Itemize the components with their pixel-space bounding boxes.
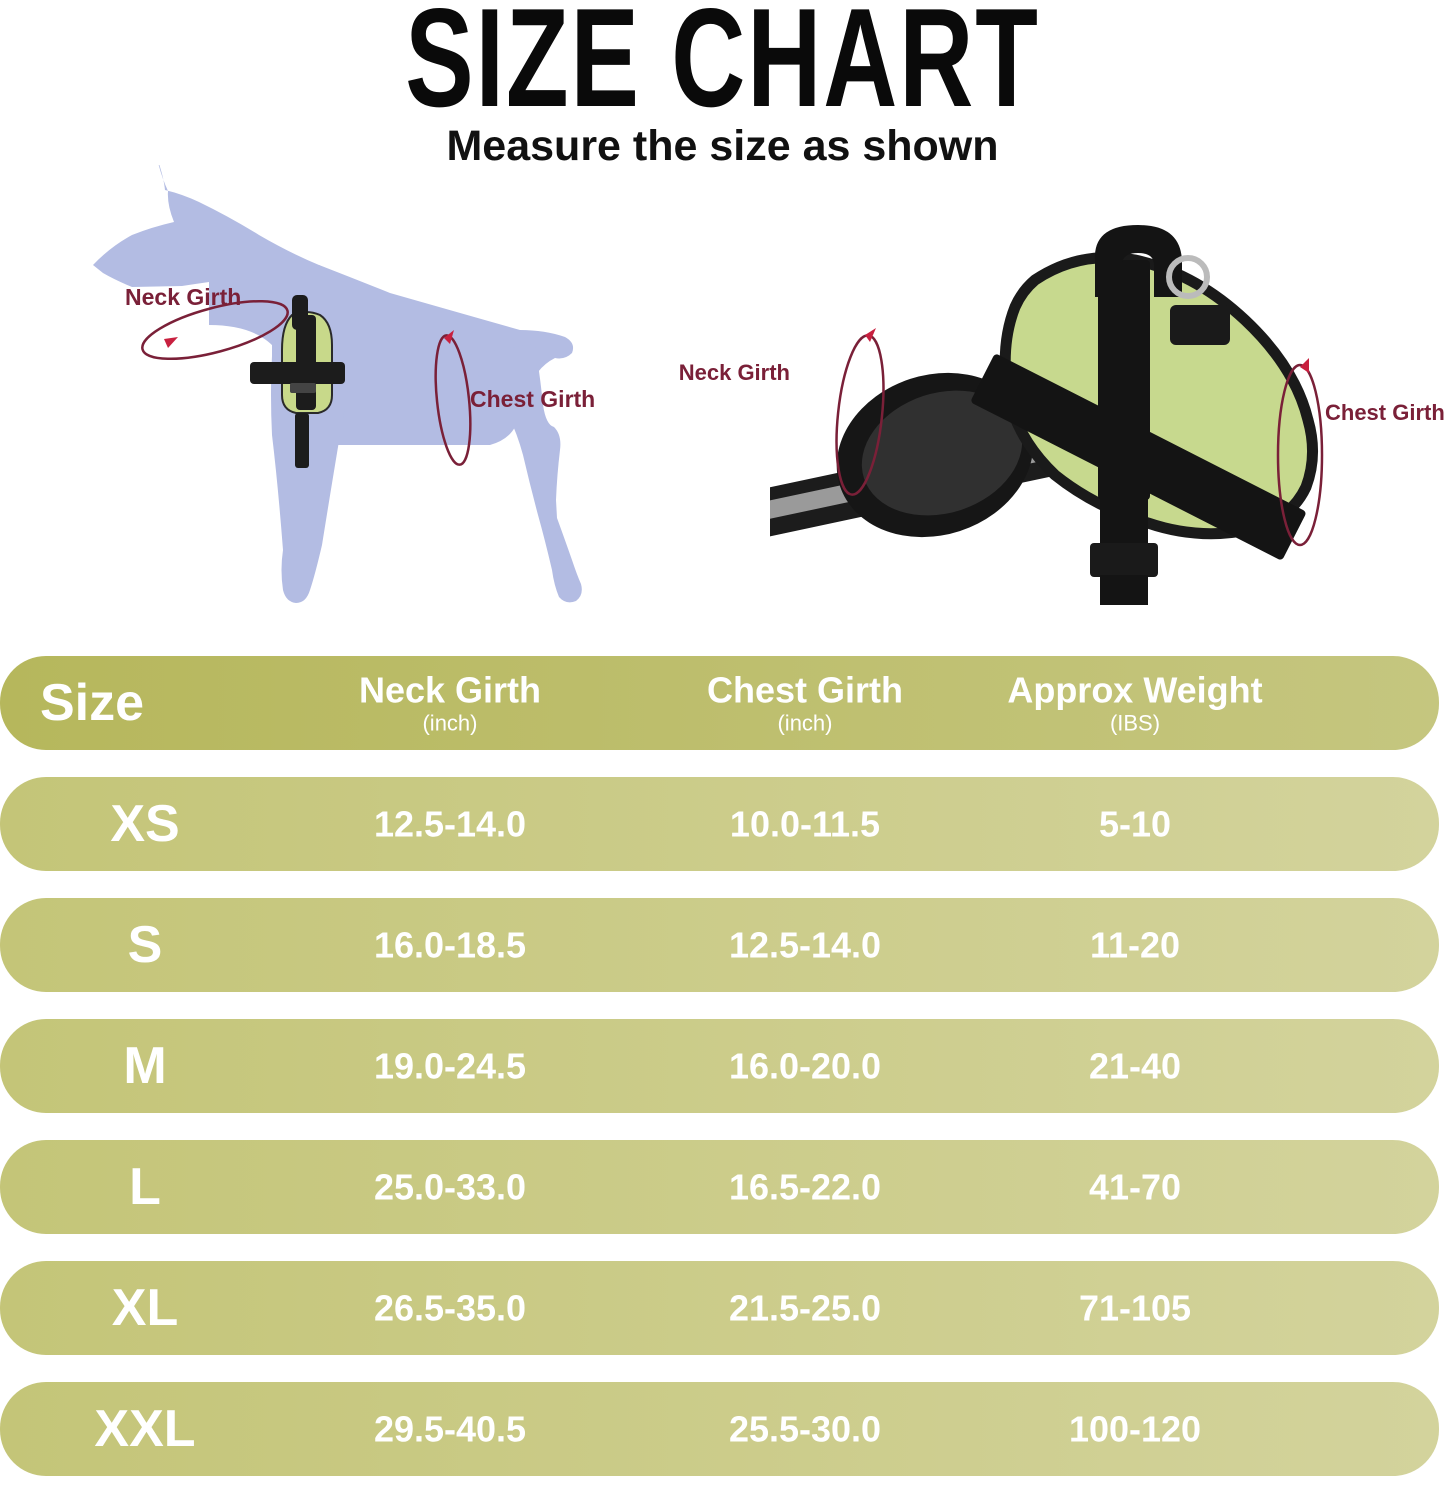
svg-text:Neck Girth: Neck Girth — [125, 284, 241, 310]
svg-text:Chest Girth: Chest Girth — [470, 386, 595, 412]
